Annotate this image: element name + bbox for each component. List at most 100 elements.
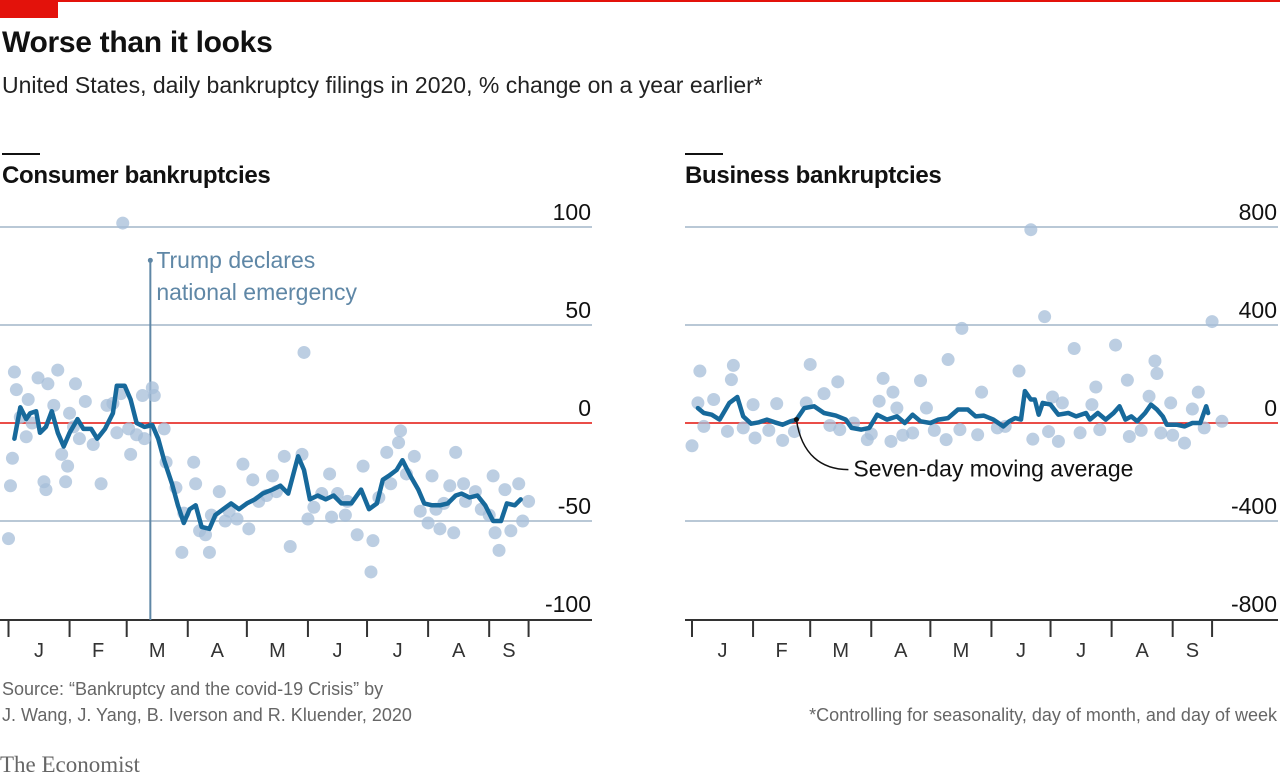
daily-point [384,477,398,491]
daily-point [697,419,711,433]
x-tick-label-month: A [894,640,908,662]
y-tick-label: -100 [545,591,591,617]
daily-point [325,510,339,524]
daily-point [720,424,734,438]
daily-point [157,422,171,436]
x-tick-label-month: S [1186,640,1199,662]
daily-point [955,321,969,335]
panel-rule-business [685,153,723,155]
daily-point [124,447,138,461]
daily-point [726,358,740,372]
daily-point [68,377,82,391]
daily-point [1024,223,1038,237]
daily-point [413,504,427,518]
daily-point [323,467,337,481]
daily-point [338,508,352,522]
y-tick-label: 400 [1239,297,1277,323]
daily-point [63,406,77,420]
daily-point [447,526,461,540]
daily-point [748,431,762,445]
daily-point [283,539,297,553]
daily-point [504,524,518,538]
y-tick-label: 100 [553,199,591,225]
daily-point [1166,428,1180,442]
y-tick-label: 0 [1264,395,1277,421]
daily-point [61,459,75,473]
daily-point [41,377,55,391]
daily-point [199,528,212,542]
annotation-label-line2: national emergency [156,279,357,305]
x-tick-label-month: J [1076,640,1086,662]
daily-point [746,398,760,412]
daily-point [884,434,898,448]
daily-point [914,374,928,388]
y-tick-label: -50 [558,493,591,519]
daily-point [51,363,65,377]
daily-point [1085,398,1099,412]
daily-point [522,494,536,508]
daily-point [1120,373,1134,387]
daily-point [890,401,904,415]
daily-point [212,485,226,499]
daily-point [277,449,291,463]
daily-point [864,427,878,441]
daily-point [492,543,506,557]
daily-point [21,392,35,406]
daily-point [1026,432,1040,446]
daily-point [443,479,457,493]
daily-point [356,459,370,473]
daily-point [425,469,439,483]
daily-point [457,477,471,491]
daily-point [1215,414,1229,428]
daily-point [512,477,526,491]
x-tick-label-month: J [718,640,728,662]
chart-title: Worse than it looks [2,26,273,59]
daily-point [1067,342,1081,356]
daily-point [1178,436,1191,450]
daily-point [39,483,53,497]
daily-point [297,345,311,359]
brand-top-rule [0,0,1280,2]
daily-point [380,445,394,459]
y-tick-label: 800 [1239,199,1277,225]
daily-point [137,432,151,446]
daily-point [202,545,216,559]
daily-point [301,512,315,526]
daily-point [246,473,260,487]
y-tick-label: -400 [1231,493,1277,519]
daily-point [919,401,933,415]
daily-point [975,385,989,399]
daily-point [2,532,15,546]
daily-point [691,396,705,410]
daily-point [3,479,17,493]
daily-point [94,477,108,491]
daily-point [906,426,920,440]
daily-point [498,483,512,497]
daily-point [86,438,100,452]
daily-point [941,353,955,367]
daily-point [685,439,699,453]
annotation-label-line1: Trump declares [156,247,315,273]
panel-title-consumer: Consumer bankruptcies [2,162,271,189]
daily-point [1205,315,1219,329]
daily-point [1148,354,1162,368]
daily-point [236,457,250,471]
moving-average-pointer [795,419,849,471]
emergency-marker-dot [147,257,153,263]
panel-title-business: Business bankruptcies [685,162,942,189]
daily-point [876,371,890,385]
daily-point [896,428,910,442]
daily-point [7,365,21,379]
daily-point [939,433,953,447]
x-tick-label-month: M [832,640,849,662]
footnote: *Controlling for seasonality, day of mon… [809,705,1277,725]
daily-point [953,423,967,437]
daily-point [693,364,707,378]
daily-point [9,383,23,397]
daily-point [833,423,847,437]
daily-point [366,534,380,548]
daily-point [1134,423,1148,437]
daily-point [350,528,364,542]
daily-point [823,418,837,432]
daily-point [307,500,321,514]
